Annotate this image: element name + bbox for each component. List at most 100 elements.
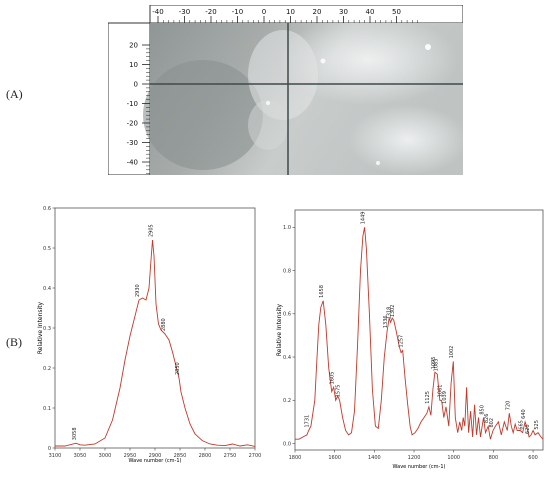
peak-label: 1605 [330,372,336,385]
micrograph-sparkle [266,101,270,105]
x-tick-label: 1200 [408,455,421,461]
x-tick-label: 1400 [368,455,381,461]
y-axis-label: Relative Intensity [37,301,44,354]
ruler-y-tick-label: 10 [129,61,138,69]
x-axis-label: Wave number (cm-1) [393,464,446,470]
peak-label: 2905 [149,224,155,237]
ruler-x-tick-label: 10 [286,8,295,16]
ruler-x-tick-label: -10 [232,8,243,16]
y-tick-label: 0.8 [283,268,291,274]
x-tick-label: 800 [489,455,499,461]
ruler-x-tick-label: -30 [179,8,190,16]
peak-label: 850 [479,405,485,415]
x-tick-label: 2900 [149,453,162,459]
peak-label: 1575 [336,385,342,398]
peak-label: 1257 [399,335,405,348]
ruler-x-tick-label: 30 [339,8,348,16]
plot-area [54,207,256,449]
spectrum-chart-high-wavenumber: 3100 3050 3000 2950 2900 2850 2800 2750 2700 0 0.… [37,206,262,464]
ruler-y-tick-label: -10 [127,100,138,108]
spectrum-chart-fingerprint: 1800 1600 1400 1200 1000 800 600 0.00.20.40.60… [276,209,544,470]
y-axis-label: Relative Intensity [276,303,283,356]
micrograph-shadow [143,60,263,170]
ruler-x-tick-label: 20 [313,8,322,16]
x-axis-label: Wave number (cm-1) [129,458,182,464]
ruler-x-ticks: -40 -30 -20 -10 0 10 20 30 40 50 [152,8,418,23]
micrograph-highlight [348,105,463,175]
y-tick-label: 0.5 [43,246,51,252]
panel-label-a: (A) [6,87,23,101]
micrograph-sparkle [425,44,431,50]
spectrum-line [55,239,256,447]
peak-label: 1061 [438,385,444,398]
peak-label: 720 [505,401,511,411]
ruler-x-tick-label: -40 [152,8,163,16]
ruler-y-tick-label: -30 [127,139,138,147]
x-tick-label: 2950 [124,453,137,459]
y-tick-label: 0.0 [283,441,291,447]
plot-area [294,209,544,451]
peak-label: 2850 [175,362,181,375]
peak-labels: 3058 2930 2905 2880 2850 [72,224,181,440]
x-tick-label: 2700 [249,453,262,459]
peak-label: 826 [484,414,490,424]
x-tick-label: 1800 [289,455,302,461]
spectrum-line [295,227,544,440]
x-tick-label: 1000 [447,455,460,461]
peak-label: 1318 [387,307,393,320]
peak-label: 1083 [433,359,439,372]
ruler-x-tick-label: 50 [392,8,401,16]
y-tick-label: 0.2 [43,366,51,372]
peak-label: 1039 [442,391,448,404]
y-tick-label: 0.6 [43,206,51,212]
ruler-y-ticks: 20 10 0 -10 -20 -30 -40 [127,42,150,174]
x-tick-label: 2800 [199,453,212,459]
peak-label: 640 [521,409,527,419]
y-tick-label: 0.4 [283,355,291,361]
x-tick-label: 3000 [99,453,112,459]
micrograph-panel: -40 -30 -20 -10 0 10 20 30 40 50 20100-10-20-30-4… [108,5,463,175]
peak-label: 3058 [72,427,78,440]
peak-label: 1125 [425,391,431,404]
peak-label: 802 [489,418,495,428]
ruler-x-tick-label: 0 [262,8,266,16]
x-tick-label: 1600 [328,455,341,461]
micrograph-sparkle [376,161,380,165]
y-axis-ticks: 0.0 0.2 0.4 0.6 0.8 1.0 [283,225,295,447]
y-axis-ticks: 0 0.1 0.2 0.3 0.4 0.5 0.6 [43,206,55,452]
peak-label: 1658 [319,285,325,298]
micrograph-sparkle [320,58,326,64]
x-axis-ticks: 3100 3050 3000 2950 2900 2850 2800 2750 2700 [49,448,262,459]
panel-label-b: (B) [6,335,22,349]
ruler-y-tick-label: -20 [127,120,138,128]
x-tick-label: 2750 [224,453,237,459]
peak-label: 1095 [431,356,437,369]
peak-label: 2880 [161,318,167,331]
peak-label: 1336 [383,315,389,328]
x-axis-ticks: 1800 1600 1400 1200 1000 800 600 [289,450,538,461]
ruler-y-tick-label: 0 [134,81,138,89]
peak-label: 665 [519,420,525,430]
peak-label: 620 [525,424,531,434]
peak-label: 1302 [390,305,396,318]
y-tick-label: 0.2 [283,398,291,404]
ruler-x-tick-label: -20 [205,8,216,16]
micrograph-crystal-cluster [248,30,318,120]
ruler-x-tick-label: 40 [366,8,375,16]
y-tick-label: 0.1 [43,406,51,412]
x-tick-label: 3100 [49,453,62,459]
y-tick-label: 0.6 [283,312,291,318]
peak-label: 525 [534,420,540,430]
x-tick-label: 3050 [74,453,87,459]
y-tick-label: 0.4 [43,286,51,292]
y-tick-label: 1.0 [283,225,291,231]
y-tick-label: 0.3 [43,326,51,332]
x-tick-label: 600 [528,455,538,461]
peak-label: 1731 [305,415,311,428]
peak-label: 1002 [449,346,455,359]
y-tick-label: 0 [48,446,51,452]
ruler-y-tick-label: -40 [127,159,138,167]
ruler-y-tick-label: 20 [129,42,138,50]
micrograph-highlight [278,15,458,105]
